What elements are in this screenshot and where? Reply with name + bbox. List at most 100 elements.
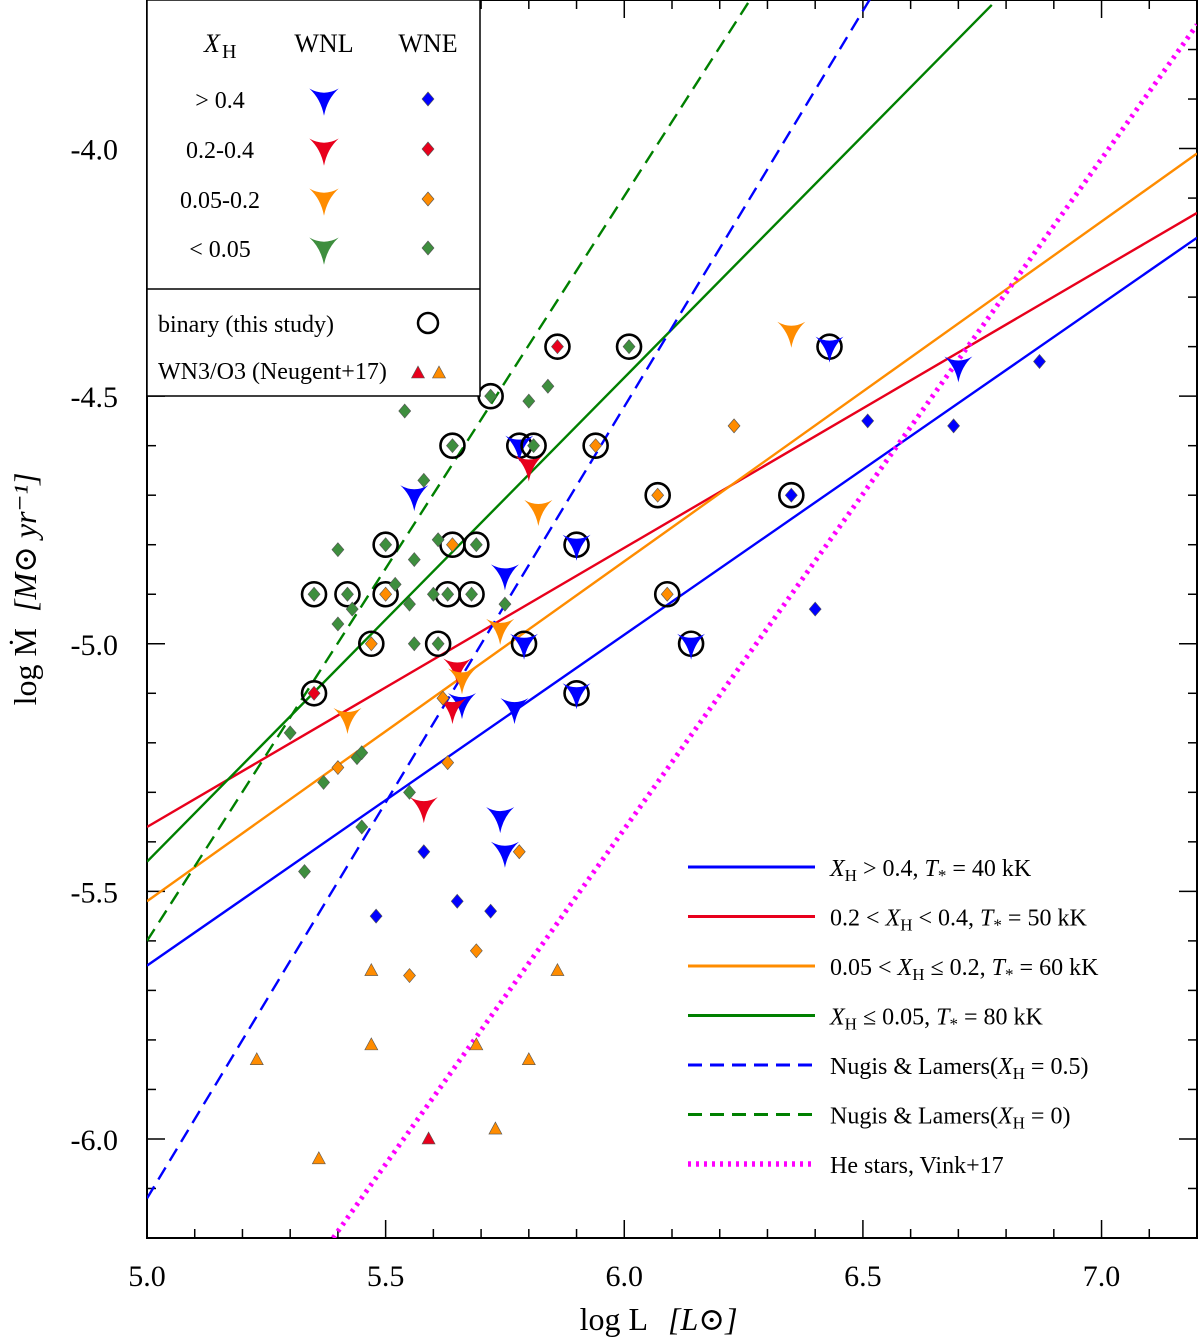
wne-marker [469,943,483,959]
wne-marker [407,552,421,568]
line-legend-label-part: T [925,856,940,882]
neugent-marker [550,962,565,976]
wne-marker [317,774,330,790]
neugent-marker [521,1052,536,1066]
wne-marker [947,418,960,434]
line-legend-label: Nugis & Lamers(XH = 0) [830,1104,1070,1133]
legend-neugent-label: WN3/O3 (Neugent+17) [158,359,387,385]
legend-row-label: 0.2-0.4 [186,138,254,164]
line-legend-label-part: = 40 kK [946,856,1032,882]
y-tick-label: -5.0 [71,629,119,662]
line-legend-label-part: ≤ 0.05, [857,1005,936,1031]
wne-marker [298,864,311,880]
line-legend-label-part: H [1013,1064,1025,1083]
x-tick-label: 6.0 [606,1260,644,1293]
wne-marker [307,685,321,701]
binary-circle [615,333,643,360]
fit-line [147,0,871,1200]
legend-binary-label: binary (this study) [158,312,334,338]
binary-circle [463,531,490,559]
wne-marker [398,403,412,419]
fit-line [147,236,1197,967]
wne-marker [727,418,741,434]
x-axis-title: log L [580,1301,648,1337]
neugent-marker [488,1121,503,1135]
line-legend-label-part: < 0.4, [913,906,981,932]
line-legend-label-part: * [938,866,947,885]
wne-marker [407,636,421,652]
fit-line [147,0,752,942]
wne-marker [441,755,455,771]
category-legend: X H WNL WNE > 0.4 0.2-0.4 0.05-0.2 < 0.05 b… [146,0,481,397]
neugent-marker [364,1037,379,1051]
wne-marker [436,690,450,706]
wne-marker [450,893,464,909]
line-legend-label-part: ≤ 0.2, [925,955,992,981]
wne-marker [622,339,636,355]
wne-marker [512,844,526,860]
y-tick-label: -4.5 [71,381,119,414]
wne-marker [551,339,564,355]
wne-marker [808,601,822,617]
line-legend-label-part: * [1005,965,1014,984]
binary-circle [358,630,385,658]
binary-circle [458,580,485,608]
line-legend-label-part: H [912,965,924,984]
wne-marker [484,388,498,404]
legend-wne-marker [421,191,435,207]
wne-marker [589,438,603,454]
binary-circle [300,580,328,608]
wnl-marker [448,693,476,720]
wnl-marker [490,564,519,591]
binary-circle [544,333,571,360]
legend-neugent-red-marker [410,365,426,379]
wne-marker [403,784,416,800]
wne-marker [484,903,498,919]
binary-circle [778,481,805,509]
y-tick-label: -4.0 [71,134,119,167]
wne-marker [465,586,478,602]
legend-wnl-marker [309,138,339,166]
legend-header-wnl: WNL [294,29,353,58]
line-legend-label-part: X [829,1005,846,1031]
line-legend-label-part: * [949,1015,958,1034]
wne-marker [388,576,402,592]
wnl-marker [944,356,973,383]
line-legend-label-part: = 0.5) [1025,1054,1089,1080]
legend-row-label: > 0.4 [195,88,245,114]
line-legend-label-part: Nugis & Lamers( [830,1054,998,1080]
wnl-marker [486,807,515,834]
legend-binary-marker [416,311,440,335]
line-legend-label-part: X [897,955,914,981]
wne-marker [784,487,798,503]
wnl-marker [409,797,438,824]
wnl-marker [438,698,467,725]
wnl-marker [500,698,529,725]
wne-marker [283,725,297,741]
wne-marker [307,586,321,602]
x-tick-label: 5.0 [128,1260,166,1293]
binary-circle [439,432,466,459]
wnl-marker [333,708,362,735]
x-tick-label: 6.5 [844,1260,882,1293]
line-legend-label-part: = 60 kK [1014,955,1100,981]
neugent-marker [311,1151,326,1165]
wnl-marker [524,500,553,527]
legend-header-wne: WNE [398,29,457,58]
line-legend-label-part: H [845,866,857,885]
wne-marker [446,438,459,454]
wne-marker [417,844,431,860]
line-legend-label-part: H [845,1015,857,1034]
wne-marker [403,596,416,612]
wne-marker [498,596,512,612]
axis-tick-labels: 5.0 5.5 6.0 6.5 7.0 -6.0 -5.5 -5.0 -4.5 -4.0 [71,134,1121,1293]
neugent-marker [421,1131,436,1145]
wne-marker [417,472,431,488]
wnl-marker [448,668,476,695]
legend-neugent-markers [410,365,447,379]
legend-wnl-marker [309,188,339,216]
binary-circle [372,531,399,559]
x-tick-label: 5.5 [367,1260,405,1293]
wne-marker [426,586,440,602]
